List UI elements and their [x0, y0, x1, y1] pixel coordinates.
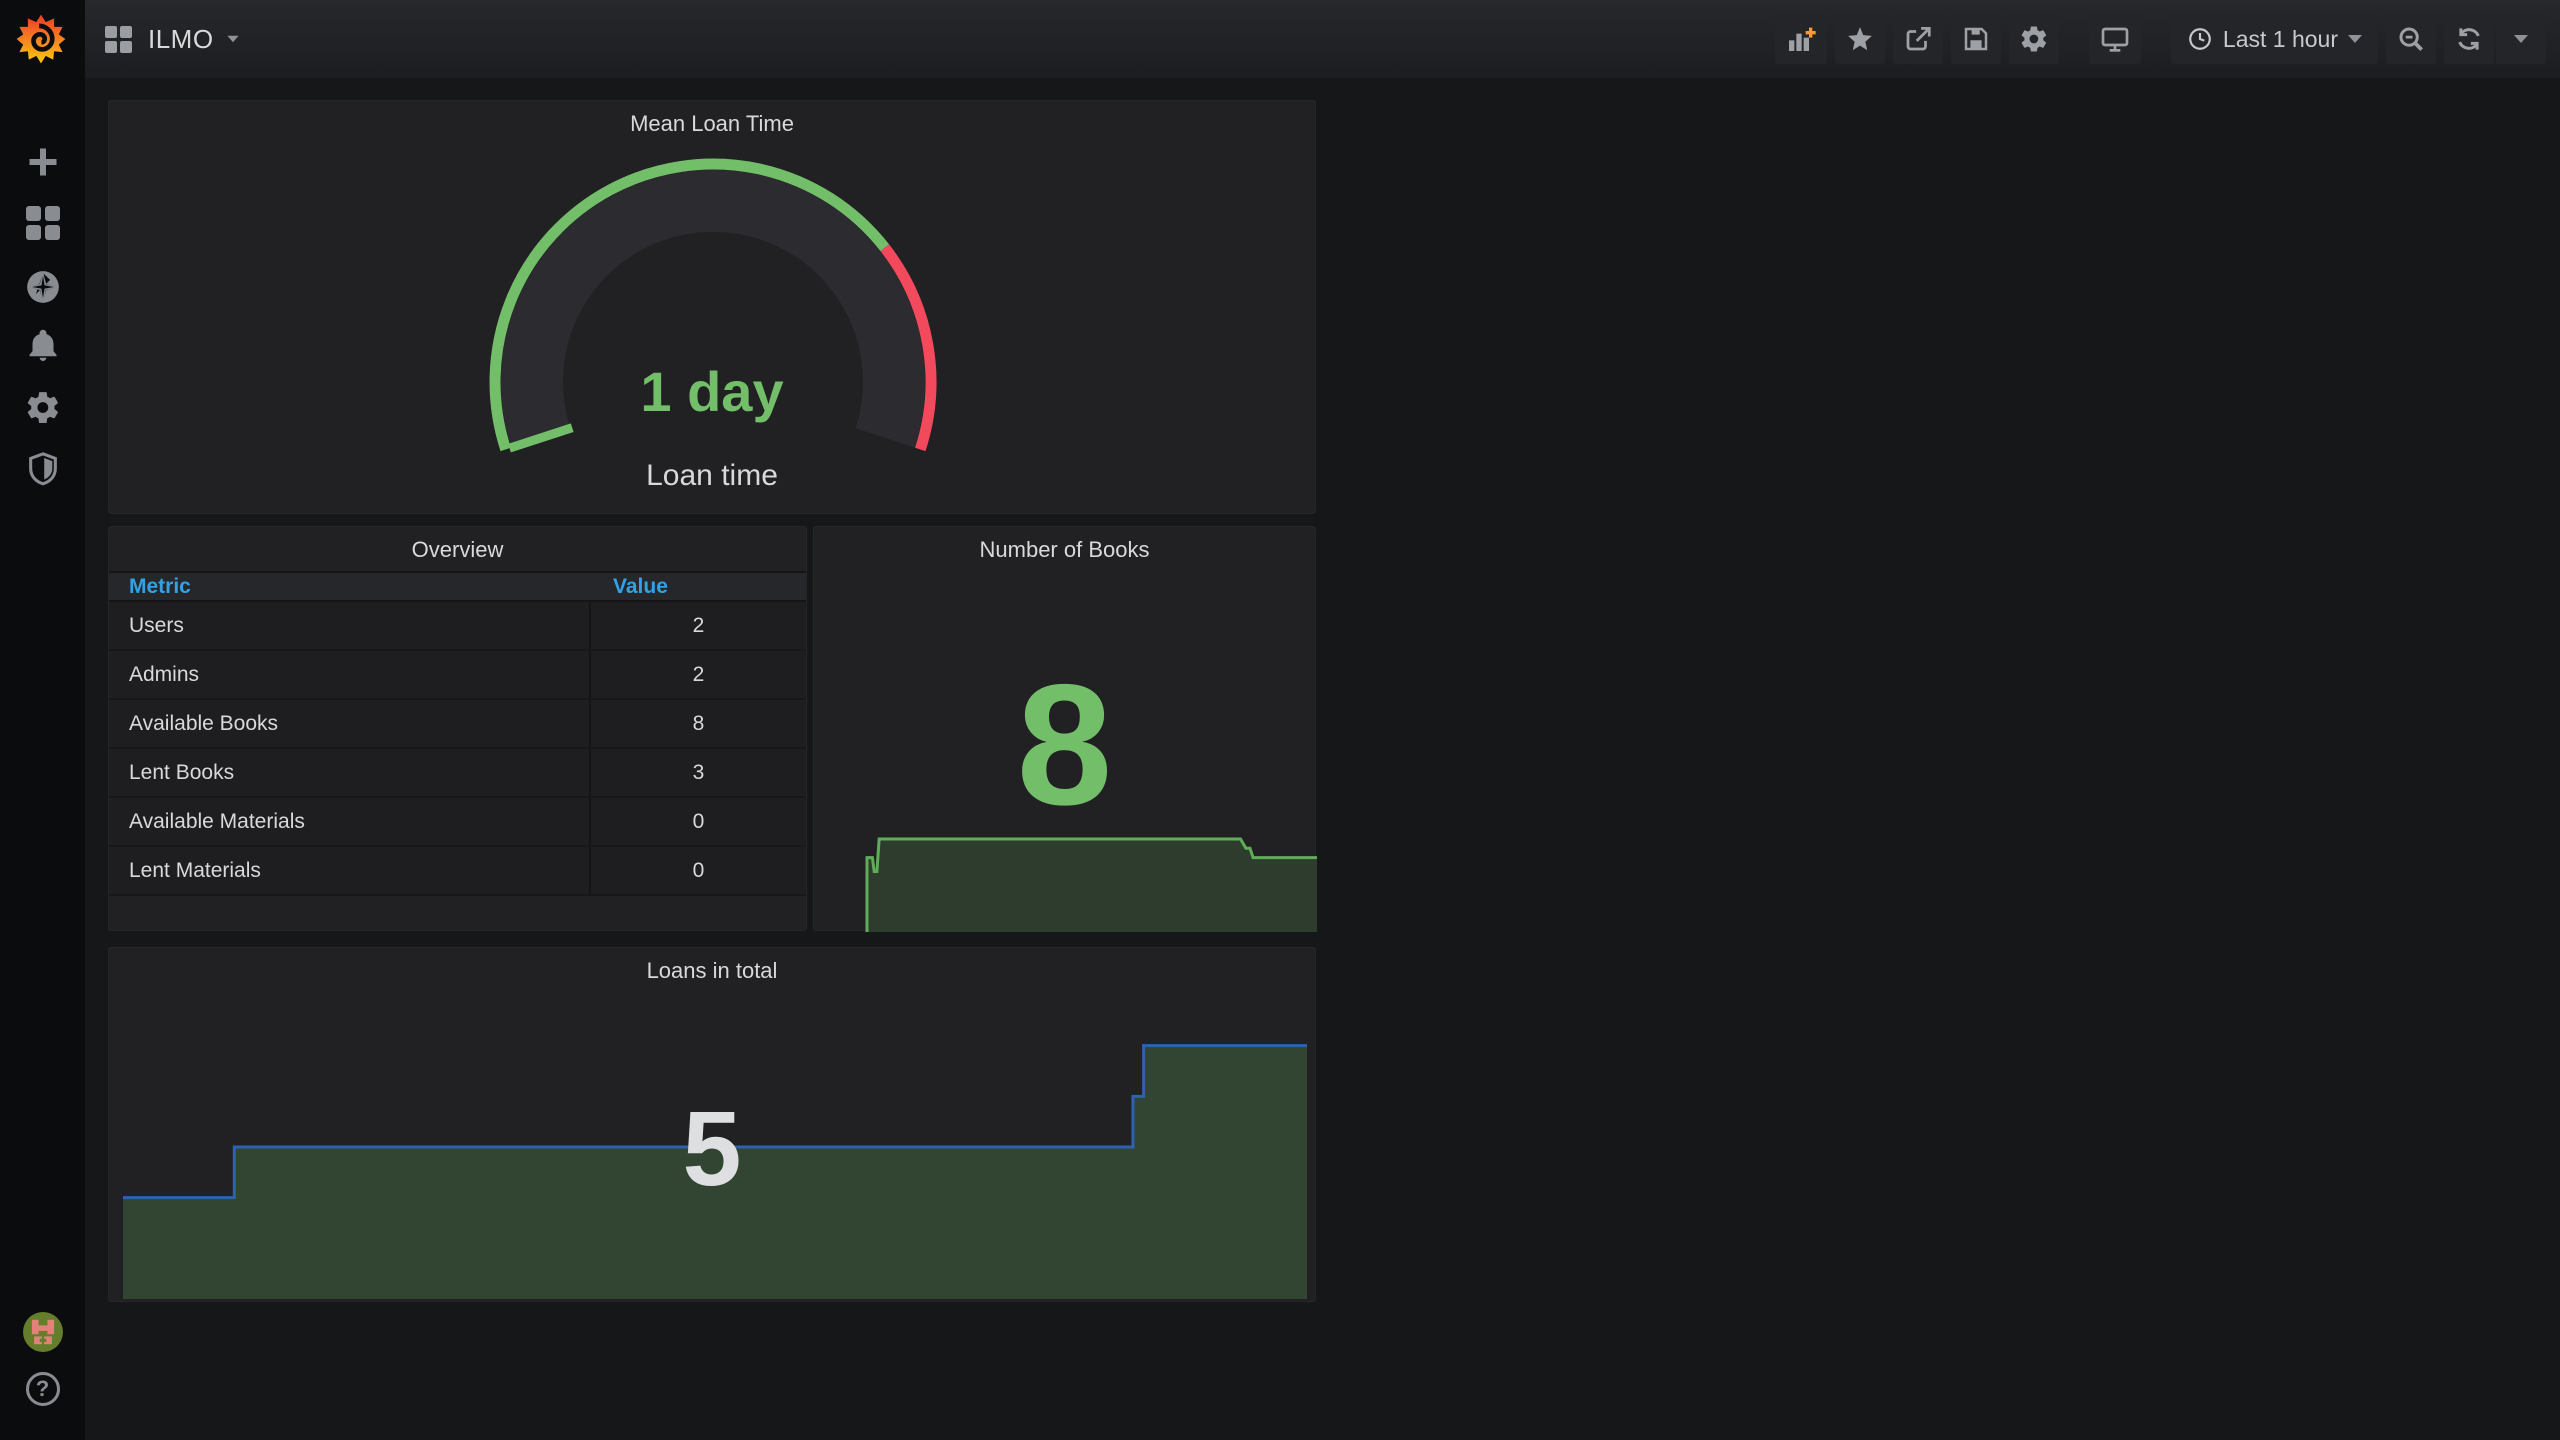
chevron-down-icon [226, 35, 239, 43]
panel-mean-loan-time: Mean Loan Time 1 day Loan time [108, 100, 1316, 514]
gauge-chart[interactable] [109, 101, 1317, 515]
help-icon[interactable]: ? [25, 1372, 60, 1406]
stat-value: 5 [682, 1090, 742, 1208]
alerting-bell-icon[interactable] [25, 328, 61, 364]
metric-cell: Lent Books [109, 749, 591, 796]
table-row: Lent Materials 0 [109, 847, 806, 896]
panel-title[interactable]: Overview [411, 537, 504, 562]
server-admin-shield-icon[interactable] [24, 450, 61, 487]
dashboard-grid-icon[interactable] [105, 25, 132, 53]
zoom-out-button[interactable] [2386, 14, 2436, 64]
tv-mode-button[interactable] [2088, 14, 2141, 64]
table-row: Available Books 8 [109, 700, 806, 749]
metric-cell: Lent Materials [109, 847, 591, 894]
dashboard-title: ILMO [148, 23, 214, 54]
refresh-interval-dropdown[interactable] [2496, 14, 2546, 64]
panel-loans-in-total: Loans in total 5 [108, 947, 1316, 1302]
loans-graph[interactable] [109, 948, 1317, 1303]
configuration-gear-icon[interactable] [24, 389, 61, 426]
value-cell: 3 [692, 760, 705, 784]
chevron-down-icon [2348, 35, 2362, 43]
value-cell: 8 [692, 711, 705, 735]
dashboards-grid-icon[interactable] [25, 206, 60, 240]
value-cell: 2 [692, 613, 705, 637]
chevron-down-icon [2514, 35, 2528, 43]
dashboard-title-picker[interactable]: ILMO [148, 24, 240, 55]
time-range-label: Last 1 hour [2222, 25, 2338, 52]
area-fill [123, 1045, 1307, 1299]
table-row: Admins 2 [109, 651, 806, 700]
orange-plus-icon [1805, 27, 1816, 38]
settings-gear-button[interactable] [2008, 14, 2059, 64]
metric-cell: Admins [109, 651, 591, 698]
value-cell: 2 [692, 662, 705, 686]
overview-table: Metric Value Users 2 Admins 2 Available Book… [109, 571, 806, 896]
column-header-metric[interactable]: Metric [129, 574, 191, 598]
explore-compass-icon[interactable] [24, 268, 62, 306]
value-cell: 0 [692, 858, 705, 882]
refresh-button[interactable] [2444, 14, 2494, 64]
books-sparkline[interactable] [814, 527, 1317, 932]
table-row: Available Materials 0 [109, 798, 806, 847]
panel-title[interactable]: Loans in total [646, 958, 778, 983]
star-button[interactable] [1834, 14, 1885, 64]
time-range-picker[interactable]: Last 1 hour [2170, 14, 2378, 64]
panel-number-of-books: Number of Books 8 [813, 526, 1317, 932]
table-header-row: Metric Value [109, 571, 806, 602]
share-button[interactable] [1892, 14, 1943, 64]
area-fill [867, 839, 1317, 932]
panel-overview: Overview Metric Value Users 2 Admins 2 Avail… [108, 526, 807, 931]
panel-title[interactable]: Mean Loan Time [630, 111, 794, 136]
series-line [865, 837, 1317, 932]
stat-value: 8 [1016, 649, 1113, 841]
save-button[interactable] [1950, 14, 2001, 64]
panel-title[interactable]: Number of Books [979, 537, 1150, 562]
user-avatar[interactable] [22, 1312, 63, 1352]
metric-cell: Available Books [109, 700, 591, 747]
grafana-logo-icon[interactable] [11, 9, 71, 69]
metric-cell: Users [109, 602, 591, 649]
column-header-value[interactable]: Value [613, 574, 668, 598]
table-row: Lent Books 3 [109, 749, 806, 798]
table-body: Users 2 Admins 2 Available Books 8 Lent Books 3… [109, 602, 806, 896]
table-row: Users 2 [109, 602, 806, 651]
create-plus-icon[interactable] [25, 144, 61, 180]
clock-icon [2189, 28, 2211, 50]
side-menu: ? [0, 0, 85, 1440]
series-line [123, 1044, 1307, 1200]
navbar: ILMO [85, 0, 2560, 78]
value-cell: 0 [692, 809, 705, 833]
gauge-label: Loan time [646, 459, 778, 492]
add-panel-button[interactable] [1774, 14, 1827, 64]
gauge-value: 1 day [640, 360, 784, 423]
metric-cell: Available Materials [109, 798, 591, 845]
